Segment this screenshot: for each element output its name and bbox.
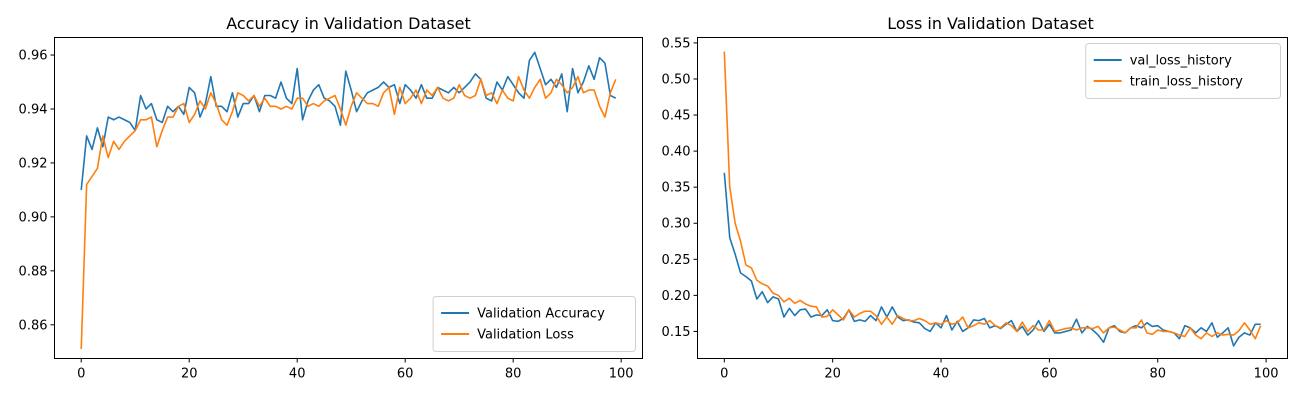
x-tick: 80 xyxy=(505,358,522,382)
y-tick: 0.92 xyxy=(19,156,55,171)
y-tick: 0.86 xyxy=(19,318,55,333)
y-tick: 0.30 xyxy=(662,217,698,232)
y-tick: 0.40 xyxy=(662,145,698,160)
legend: val_loss_history train_loss_history xyxy=(1085,43,1281,99)
y-tick-label: 0.50 xyxy=(662,72,691,87)
x-tick: 60 xyxy=(397,358,414,382)
x-tick-label: 60 xyxy=(1041,367,1058,382)
x-tick-label: 20 xyxy=(181,367,198,382)
series-line-val-loss-history xyxy=(723,172,1261,347)
y-tick-label: 0.20 xyxy=(662,289,691,304)
x-tick-label: 0 xyxy=(77,367,85,382)
y-tick: 0.96 xyxy=(19,49,55,64)
x-tick: 100 xyxy=(609,358,634,382)
legend-label: train_loss_history xyxy=(1130,75,1243,90)
legend-label: val_loss_history xyxy=(1130,54,1232,69)
y-tick-label: 0.90 xyxy=(19,210,48,225)
series-line-train-loss-history xyxy=(723,51,1262,340)
y-tick-label: 0.92 xyxy=(19,156,48,171)
y-tick: 0.94 xyxy=(19,102,55,117)
x-tick-label: 80 xyxy=(1149,367,1166,382)
y-tick-label: 0.86 xyxy=(19,318,48,333)
y-tick: 0.50 xyxy=(662,72,698,87)
y-tick-label: 0.96 xyxy=(19,49,48,64)
y-tick: 0.15 xyxy=(662,325,698,340)
y-tick-label: 0.25 xyxy=(662,253,691,268)
x-tick-label: 0 xyxy=(720,367,728,382)
y-tick-label: 0.88 xyxy=(19,264,48,279)
y-tick: 0.45 xyxy=(662,109,698,124)
y-tick: 0.88 xyxy=(19,264,55,279)
y-axis: 0.86 0.88 0.90 0.92 0.94 0.96 xyxy=(19,49,55,333)
axes-frame xyxy=(697,37,1288,359)
y-tick-label: 0.35 xyxy=(662,181,691,196)
y-axis: 0.15 0.20 0.25 0.30 0.35 0.40 0.45 0.50 0.55 xyxy=(662,36,698,340)
x-tick: 40 xyxy=(289,358,306,382)
y-tick-label: 0.15 xyxy=(662,325,691,340)
legend-box xyxy=(1085,43,1281,99)
y-tick: 0.90 xyxy=(19,210,55,225)
y-tick: 0.55 xyxy=(662,36,698,51)
y-tick-label: 0.30 xyxy=(662,217,691,232)
x-tick-label: 40 xyxy=(289,367,306,382)
legend: Validation Accuracy Validation Loss xyxy=(432,296,636,352)
x-tick-label: 100 xyxy=(609,367,634,382)
x-axis: 0 20 40 60 80 100 xyxy=(77,358,634,382)
chart-title: Accuracy in Validation Dataset xyxy=(226,14,471,33)
chart-title: Loss in Validation Dataset xyxy=(887,14,1094,33)
x-tick: 0 xyxy=(77,358,85,382)
accuracy-chart: Accuracy in Validation Dataset 0.860.880… xyxy=(19,14,643,382)
y-tick: 0.20 xyxy=(662,289,698,304)
plot-area xyxy=(723,51,1262,347)
x-tick-label: 100 xyxy=(1254,367,1279,382)
x-tick: 20 xyxy=(824,358,841,382)
x-tick-label: 20 xyxy=(824,367,841,382)
y-tick-label: 0.55 xyxy=(662,36,691,51)
x-tick: 100 xyxy=(1254,358,1279,382)
x-tick: 20 xyxy=(181,358,198,382)
x-tick-label: 60 xyxy=(397,367,414,382)
y-tick: 0.25 xyxy=(662,253,698,268)
x-tick-label: 40 xyxy=(933,367,950,382)
legend-label: Validation Accuracy xyxy=(477,307,605,322)
x-tick: 80 xyxy=(1149,358,1166,382)
x-tick: 60 xyxy=(1041,358,1058,382)
axes-frame xyxy=(54,37,643,359)
y-tick: 0.35 xyxy=(662,181,698,196)
x-tick: 40 xyxy=(933,358,950,382)
series-line-validation-accuracy xyxy=(80,51,617,190)
series-line-validation-loss xyxy=(80,75,617,350)
y-tick-label: 0.40 xyxy=(662,145,691,160)
plot-area xyxy=(80,51,617,350)
x-axis: 0 20 40 60 80 100 xyxy=(720,358,1279,382)
loss-chart: Loss in Validation Dataset 0.150.200.250… xyxy=(662,14,1288,382)
legend-label: Validation Loss xyxy=(477,328,574,343)
x-tick-label: 80 xyxy=(505,367,522,382)
y-tick-label: 0.94 xyxy=(19,102,48,117)
y-tick-label: 0.45 xyxy=(662,109,691,124)
x-tick: 0 xyxy=(720,358,728,382)
legend-box xyxy=(432,296,636,352)
